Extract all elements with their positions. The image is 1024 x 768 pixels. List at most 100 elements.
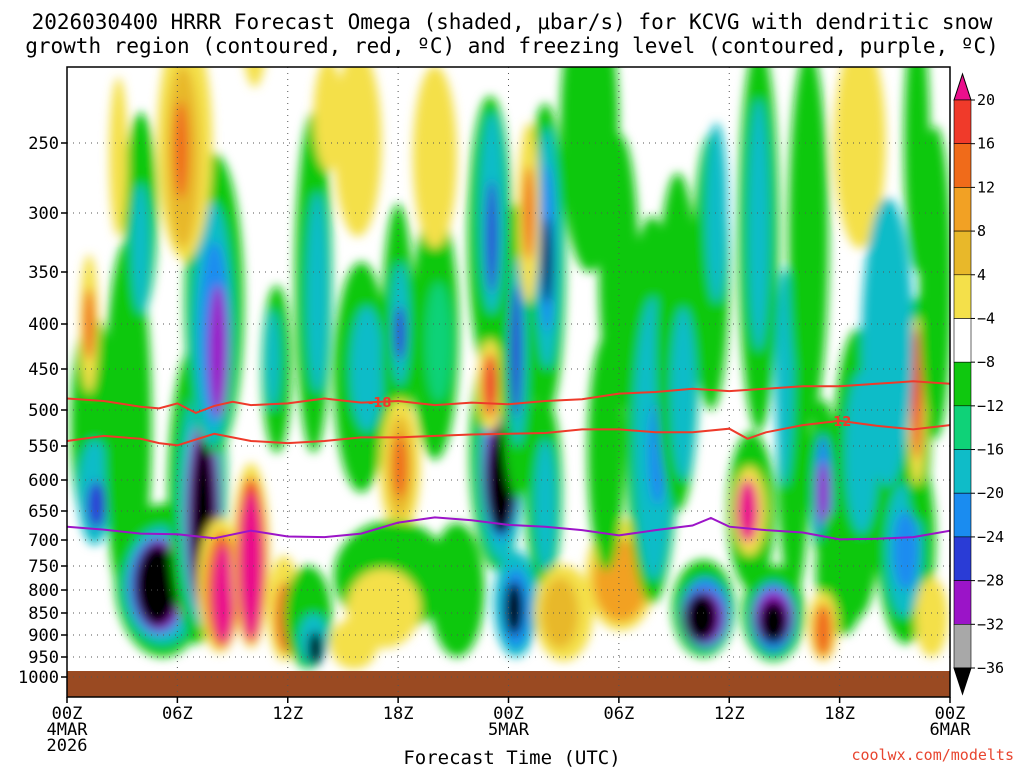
y-tick-label: 750 bbox=[28, 557, 59, 577]
colorbar-label: −36 bbox=[977, 659, 1004, 677]
x-tick-label: 12Z bbox=[272, 704, 303, 724]
contour-dgz-top bbox=[67, 380, 950, 414]
chart-title-line2: growth region (contoured, red, ºC) and f… bbox=[25, 34, 999, 58]
omega-cell bbox=[245, 67, 265, 87]
y-tick-label: 850 bbox=[28, 604, 59, 624]
omega-cell bbox=[392, 434, 408, 499]
colorbar-label: 16 bbox=[977, 135, 995, 153]
omega-shading bbox=[70, 67, 950, 670]
y-tick-label: 800 bbox=[28, 581, 59, 601]
y-tick-label: 500 bbox=[28, 401, 59, 421]
colorbar-label: −24 bbox=[977, 528, 1004, 546]
y-tick-label: 350 bbox=[28, 263, 59, 283]
colorbar-swatch bbox=[953, 143, 972, 188]
x-tick-label: 00Z bbox=[493, 704, 524, 724]
colorbar-swatch bbox=[953, 449, 972, 494]
omega-cell bbox=[534, 438, 557, 571]
omega-cell bbox=[560, 67, 619, 272]
omega-cell bbox=[212, 545, 235, 644]
contour-label-dgz-bottom: -12 bbox=[828, 415, 852, 430]
omega-cell bbox=[265, 310, 281, 410]
omega-cell bbox=[313, 67, 343, 171]
omega-cell bbox=[333, 67, 382, 237]
ground-band bbox=[67, 671, 950, 697]
contour-label-dgz-top: -18 bbox=[368, 396, 392, 411]
x-tick-year: 2026 bbox=[47, 736, 88, 756]
omega-cell bbox=[83, 288, 95, 360]
omega-cell bbox=[918, 126, 950, 439]
omega-cell bbox=[685, 593, 719, 642]
omega-cell bbox=[394, 306, 406, 360]
colorbar-swatch bbox=[953, 405, 972, 450]
x-tick-label: 00Z bbox=[935, 704, 966, 724]
colorbar: 20 16 12 8 4 −4 −8 −12 −16 −20 −24 −28 −32 −36 bbox=[953, 72, 1004, 696]
colorbar-label: −8 bbox=[977, 353, 995, 371]
omega-cell bbox=[893, 510, 919, 590]
omega-cell bbox=[307, 631, 323, 665]
x-tick-label: 00Z bbox=[52, 704, 83, 724]
colorbar-label: 20 bbox=[977, 91, 995, 109]
x-tick-label: 18Z bbox=[824, 704, 855, 724]
omega-cell bbox=[747, 98, 770, 351]
omega-cell bbox=[758, 599, 789, 644]
colorbar-label: 8 bbox=[977, 222, 986, 240]
y-axis: 2503003504004505005506006507007508008509… bbox=[18, 134, 67, 688]
colorbar-swatch bbox=[953, 99, 972, 145]
x-tick-label: 06Z bbox=[604, 704, 635, 724]
x-tick-label: 06Z bbox=[162, 704, 193, 724]
omega-cell bbox=[240, 492, 262, 640]
colorbar-swatch bbox=[953, 187, 972, 232]
omega-cell bbox=[330, 618, 378, 669]
omega-cell bbox=[510, 284, 522, 418]
contour-dgz-bottom bbox=[67, 419, 950, 447]
colorbar-swatch bbox=[953, 536, 972, 581]
omega-cell bbox=[834, 67, 886, 249]
omega-cell bbox=[486, 180, 498, 293]
x-tick-label: 12Z bbox=[714, 704, 745, 724]
omega-cell bbox=[87, 481, 106, 529]
omega-cell bbox=[412, 67, 457, 249]
omega-cell bbox=[736, 479, 759, 543]
omega-cell bbox=[208, 284, 227, 418]
omega-cell bbox=[306, 191, 329, 394]
colorbar-swatch bbox=[953, 274, 972, 319]
omega-cell bbox=[861, 197, 914, 487]
y-tick-label: 650 bbox=[28, 502, 59, 522]
x-tick-date: 6MAR bbox=[930, 720, 972, 740]
omega-cell bbox=[788, 67, 829, 425]
omega-cell bbox=[523, 165, 535, 261]
plot-area: -18-120 bbox=[67, 67, 950, 697]
y-tick-label: 550 bbox=[28, 437, 59, 457]
y-tick-label: 1000 bbox=[18, 668, 59, 688]
omega-cell bbox=[915, 577, 949, 658]
omega-cell bbox=[425, 282, 452, 402]
y-tick-label: 300 bbox=[28, 204, 59, 224]
omega-cell bbox=[775, 268, 794, 487]
y-tick-label: 900 bbox=[28, 626, 59, 646]
x-tick-date: 4MAR bbox=[47, 720, 89, 740]
colorbar-label: 12 bbox=[977, 178, 995, 196]
omega-cell bbox=[504, 581, 524, 636]
omega-cell bbox=[350, 306, 384, 432]
omega-cell bbox=[911, 327, 923, 460]
colorbar-swatch bbox=[953, 623, 972, 669]
omega-cell bbox=[135, 544, 180, 627]
omega-cell bbox=[817, 462, 829, 523]
omega-cell bbox=[705, 122, 728, 304]
x-tick-date: 5MAR bbox=[488, 720, 530, 740]
chart-title-line1: 2026030400 HRRR Forecast Omega (shaded, … bbox=[32, 10, 993, 34]
colorbar-swatch bbox=[953, 492, 972, 538]
omega-cell bbox=[109, 77, 128, 237]
colorbar-swatch bbox=[953, 361, 972, 407]
omega-cell bbox=[670, 307, 697, 480]
y-tick-label: 600 bbox=[28, 471, 59, 491]
colorbar-swatch bbox=[953, 230, 972, 276]
omega-cell bbox=[173, 101, 189, 199]
colorbar-swatch bbox=[953, 318, 972, 363]
colorbar-bottom-arrow bbox=[953, 667, 972, 696]
colorbar-label: −32 bbox=[977, 615, 1004, 633]
colorbar-label: −12 bbox=[977, 397, 1004, 415]
colorbar-label: −20 bbox=[977, 484, 1004, 502]
